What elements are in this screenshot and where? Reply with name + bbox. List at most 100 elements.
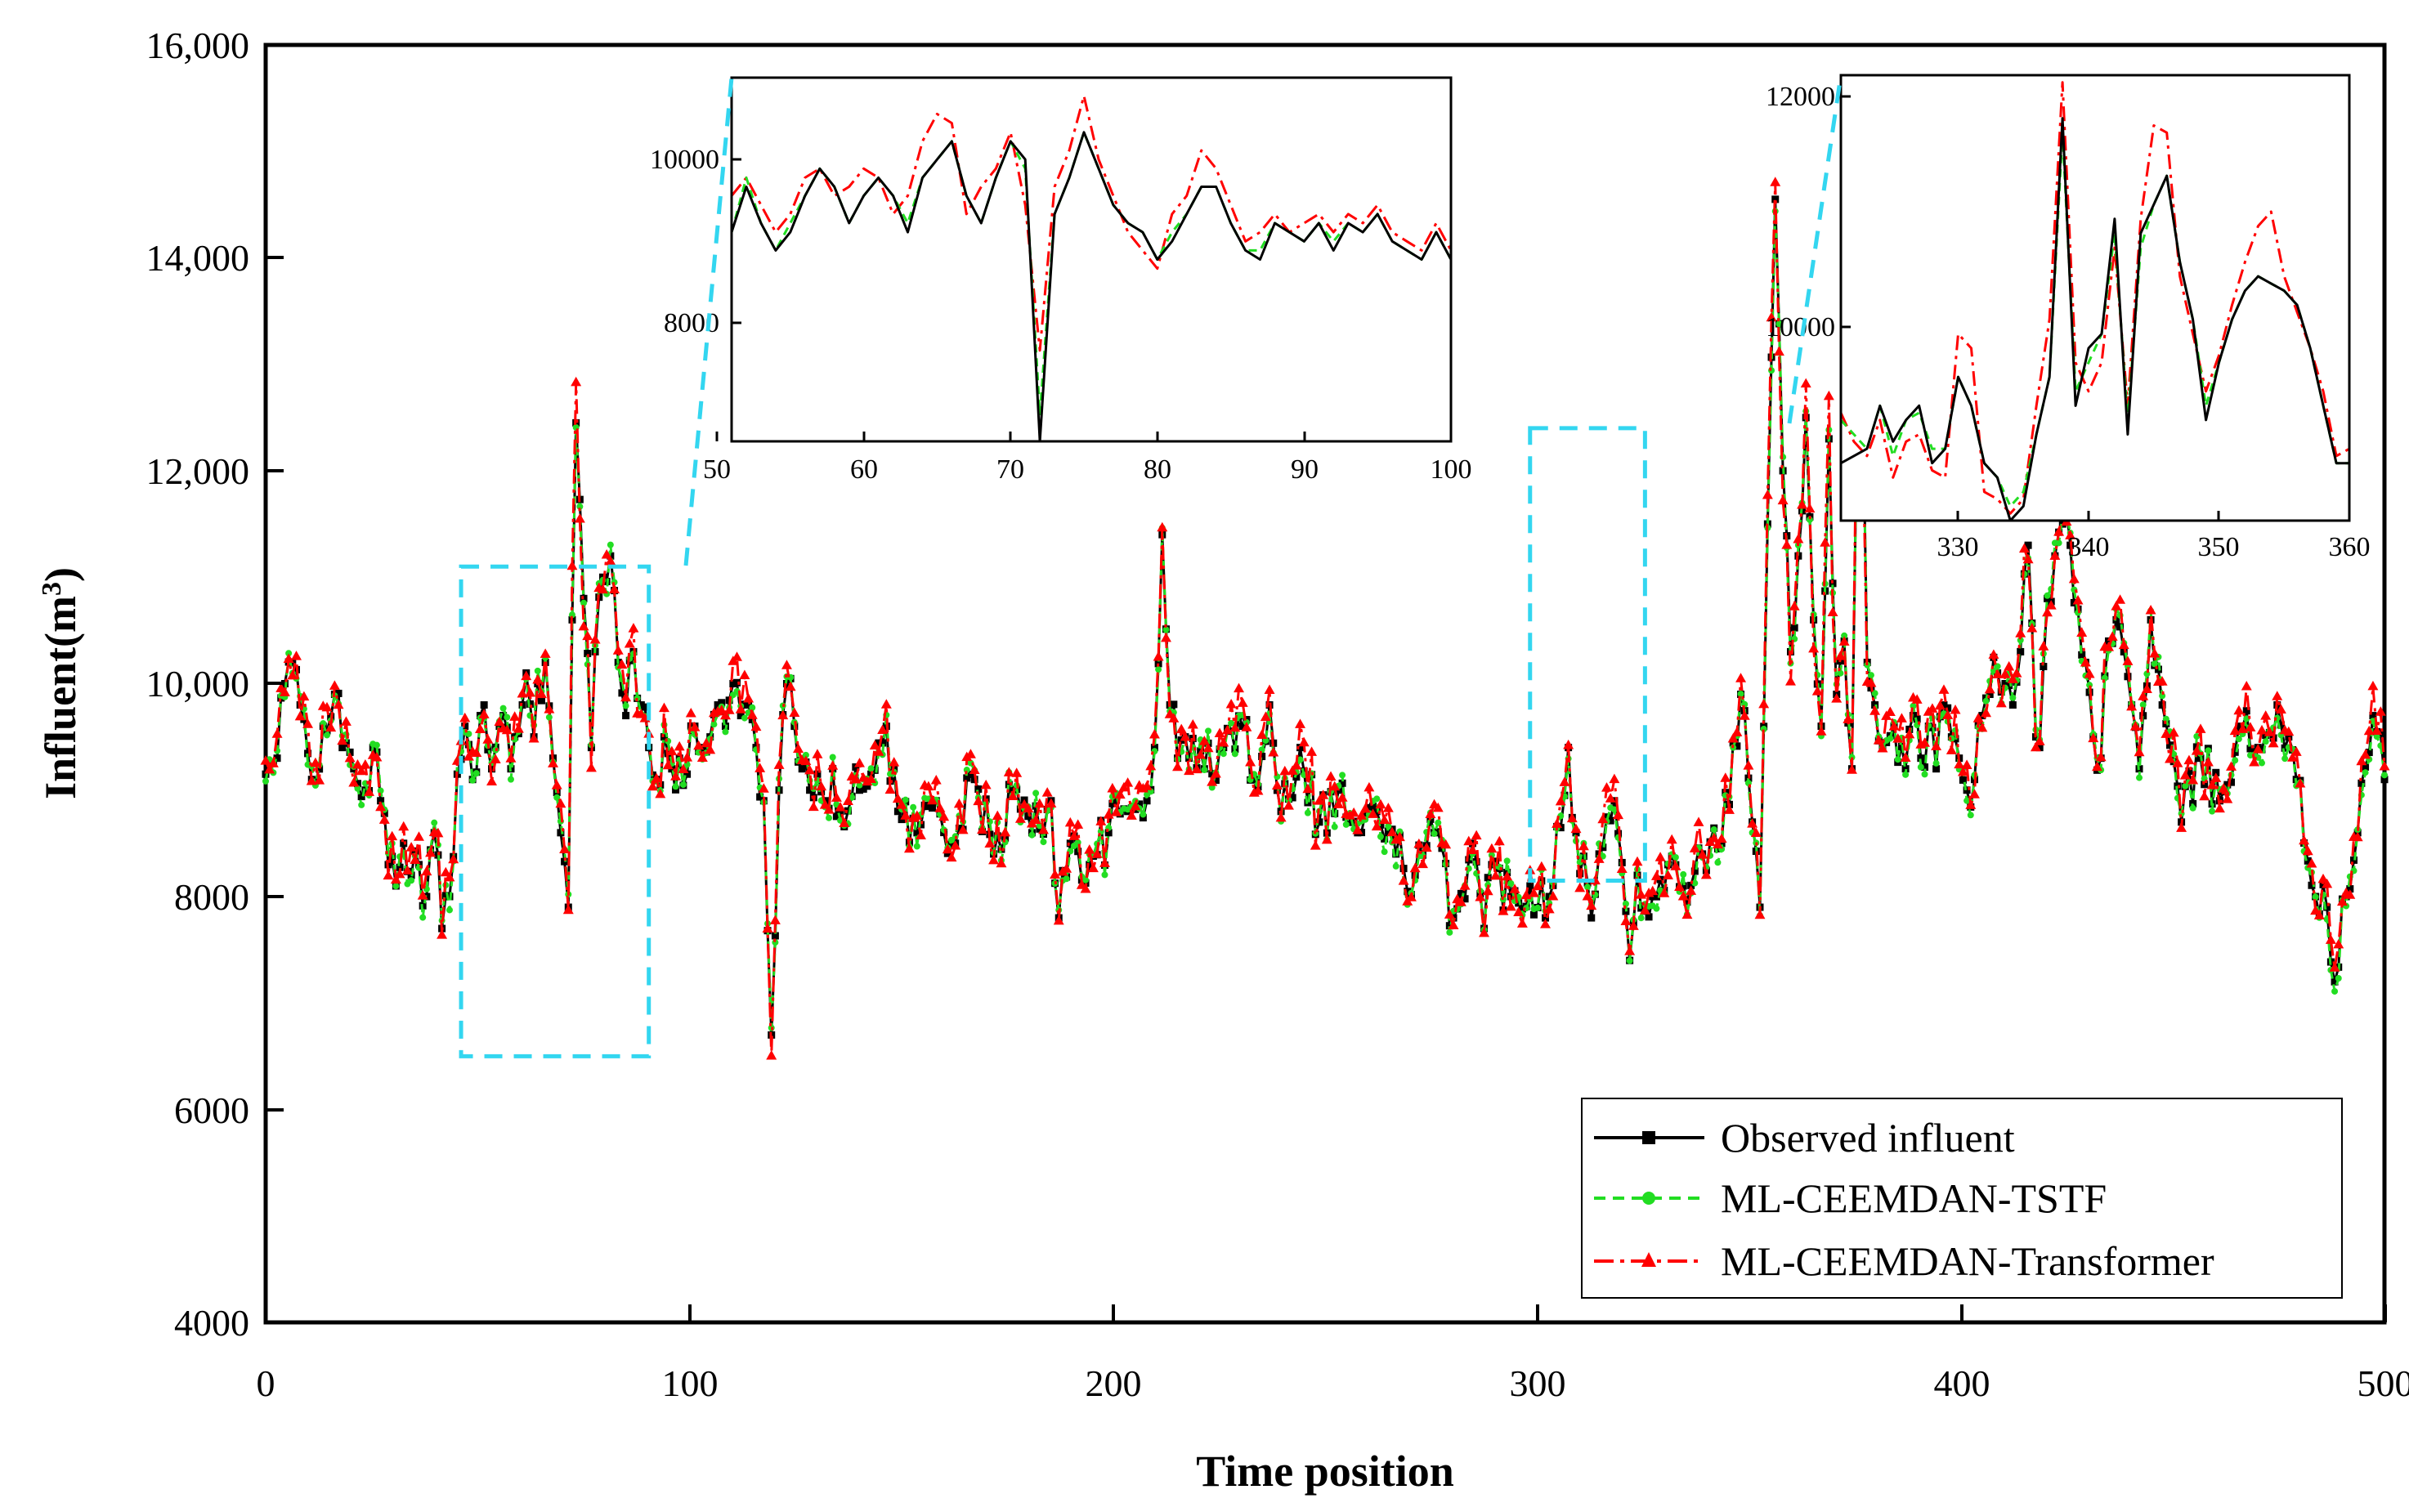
tstf-point-395	[1775, 320, 1783, 328]
observed-point-222	[1113, 796, 1121, 804]
transformer-point-177	[938, 811, 950, 821]
transformer-point-439	[1942, 709, 1954, 719]
transformer-point-309	[1444, 909, 1455, 919]
tstf-point-63	[504, 714, 511, 721]
transformer-point-475	[2080, 656, 2091, 667]
transformer-point-413	[1843, 714, 1854, 723]
inset2-y-tick-label-12000: 12000	[1766, 82, 1835, 112]
transformer-point-384	[1731, 727, 1743, 736]
tstf-point-551	[2373, 733, 2380, 740]
transformer-point-485	[2118, 639, 2129, 650]
transformer-point-186	[973, 795, 984, 806]
legend: Observed influent ML-CEEMDAN-TSTF ML-CEE…	[1581, 1098, 2343, 1299]
observed-point-150	[836, 807, 844, 816]
transformer-point-194	[1003, 767, 1014, 776]
transformer-point-412	[1838, 636, 1850, 646]
observed-point-184	[966, 770, 974, 778]
transformer-point-429	[1904, 728, 1915, 739]
transformer-point-115	[701, 737, 712, 748]
transformer-point-85	[585, 762, 597, 772]
observed-point-159	[871, 766, 879, 774]
transformer-point-313	[1459, 880, 1471, 890]
observed-point-320	[1488, 861, 1496, 869]
transformer-point-66	[513, 723, 524, 733]
transformer-point-378	[1708, 832, 1720, 843]
transformer-point-22	[344, 752, 356, 763]
transformer-point-226	[1126, 810, 1137, 820]
transformer-point-411	[1834, 651, 1846, 660]
transformer-point-49	[448, 853, 459, 864]
transformer-point-254	[1234, 682, 1245, 693]
transformer-point-500	[2176, 822, 2187, 832]
transformer-point-548	[2360, 749, 2371, 759]
transformer-point-251	[1221, 724, 1233, 735]
observed-point-361	[1645, 913, 1653, 921]
transformer-point-293	[1382, 803, 1394, 812]
tstf-point-496	[2162, 715, 2169, 722]
observed-point-144	[813, 770, 822, 778]
transformer-point-230	[1141, 781, 1153, 790]
tstf-point-535	[2312, 893, 2319, 901]
tstf-point-324	[1503, 857, 1511, 865]
inset1-observed-line	[730, 131, 1453, 443]
tstf-point-540	[2331, 987, 2339, 995]
inset1-x-tick-label-100: 100	[1431, 454, 1472, 485]
transformer-point-75	[548, 758, 559, 767]
transformer-point-466	[2045, 600, 2057, 610]
legend-item-observed: Observed influent	[1594, 1115, 2015, 1161]
observed-point-540	[2331, 977, 2339, 986]
transformer-point-386	[1739, 710, 1750, 720]
transformer-point-103	[655, 788, 666, 798]
transformer-point-134	[773, 759, 785, 769]
transformer-point-499	[2172, 758, 2183, 767]
transformer-point-445	[1965, 799, 1977, 809]
transformer-point-53	[463, 751, 474, 761]
transformer-point-3	[271, 728, 283, 738]
tstf-point-309	[1446, 928, 1453, 936]
transformer-point-279	[1329, 781, 1341, 791]
observed-point-140	[798, 765, 806, 773]
transformer-point-270	[1295, 718, 1306, 728]
transformer-point-551	[2371, 725, 2383, 736]
transformer-point-39	[410, 854, 421, 865]
inset1-x-tick-label-90: 90	[1291, 454, 1319, 485]
observed-point-283	[1346, 818, 1354, 826]
transformer-point-180	[950, 839, 961, 850]
transformer-point-205	[1046, 798, 1057, 808]
transformer-point-297	[1398, 875, 1409, 885]
transformer-point-379	[1712, 839, 1723, 849]
transformer-point-355	[1620, 915, 1632, 926]
tstf-point-253	[1231, 750, 1238, 758]
transformer-point-154	[850, 773, 862, 784]
observed-point-123	[733, 678, 741, 687]
y-tick-label-12000: 12,000	[146, 450, 250, 492]
transformer-point-287	[1359, 803, 1371, 813]
transformer-point-16	[321, 701, 333, 712]
transformer-point-420	[1869, 705, 1881, 715]
tstf-point-246	[1205, 727, 1212, 735]
transformer-point-534	[2306, 857, 2317, 868]
transformer-point-505	[2195, 723, 2206, 733]
transformer-point-314	[1463, 835, 1475, 846]
transformer-point-161	[877, 724, 889, 734]
transformer-point-71	[532, 673, 544, 684]
transformer-point-447	[1972, 713, 1984, 722]
transformer-point-443	[1957, 766, 1968, 776]
transformer-point-234	[1157, 521, 1168, 532]
tstf-point-290	[1373, 795, 1381, 803]
transformer-point-546	[2352, 831, 2363, 842]
transformer-point-11	[302, 718, 314, 728]
transformer-point-428	[1900, 752, 1911, 762]
tstf-point-153	[849, 794, 856, 801]
transformer-point-291	[1375, 798, 1386, 809]
transformer-point-257	[1245, 756, 1256, 767]
svg-text:Influent(m3): Influent(m3)	[36, 567, 85, 799]
transformer-point-356	[1624, 946, 1636, 955]
tstf-point-345	[1584, 883, 1592, 891]
x-tick-label-200: 200	[1086, 1362, 1142, 1404]
observed-point-380	[1717, 839, 1726, 848]
transformer-point-406	[1816, 726, 1827, 736]
transformer-point-243	[1191, 763, 1202, 774]
transformer-point-55	[471, 747, 482, 758]
transformer-point-233	[1153, 651, 1164, 661]
